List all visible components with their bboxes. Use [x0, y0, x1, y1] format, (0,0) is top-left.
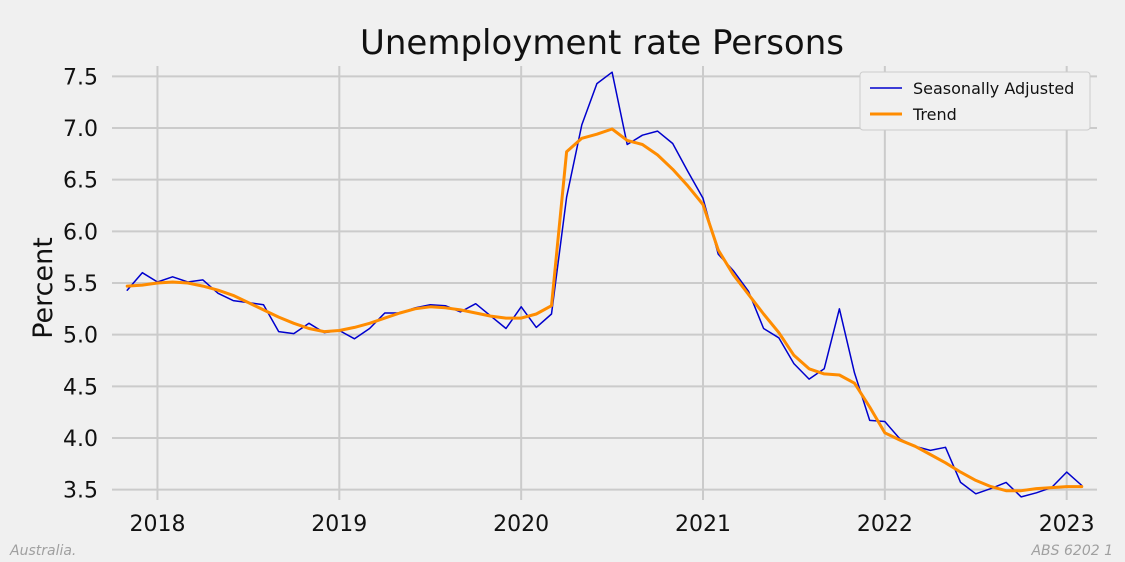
y-tick-label: 6.0 — [63, 220, 98, 245]
legend-box — [859, 71, 1091, 131]
y-tick-label: 5.0 — [63, 324, 98, 349]
y-axis-label: Percent — [28, 237, 59, 339]
y-tick-label: 7.0 — [63, 117, 98, 142]
legend-label-seasonally-adjusted: Seasonally Adjusted — [913, 79, 1074, 98]
x-tick-labels: 2018 2019 2020 2021 2022 2023 — [129, 512, 1094, 537]
legend: Seasonally Adjusted Trend — [859, 71, 1091, 131]
series-layer — [125, 71, 1084, 498]
x-tick-label: 2022 — [857, 512, 913, 537]
y-tick-label: 7.5 — [63, 65, 98, 90]
x-tick-label: 2019 — [311, 512, 367, 537]
y-tick-label: 4.5 — [63, 375, 98, 400]
footnote-source-id: ABS 6202 1 — [1031, 543, 1113, 559]
x-tick-label: 2018 — [129, 512, 185, 537]
y-tick-label: 3.5 — [63, 479, 98, 504]
x-tick-label: 2020 — [493, 512, 549, 537]
y-tick-label: 5.5 — [63, 272, 98, 297]
footnote-source-region: Australia. — [10, 543, 77, 559]
y-tick-label: 4.0 — [63, 427, 98, 452]
grid-lines — [112, 66, 1097, 500]
chart-title: Unemployment rate Persons — [360, 23, 844, 63]
x-tick-label: 2021 — [675, 512, 731, 537]
series-line-seasonally-adjusted — [126, 71, 1083, 498]
y-tick-label: 6.5 — [63, 169, 98, 194]
legend-label-trend: Trend — [912, 105, 957, 124]
y-tick-labels: 3.5 4.0 4.5 5.0 5.5 6.0 6.5 7.0 7.5 — [63, 65, 98, 503]
x-tick-label: 2023 — [1039, 512, 1095, 537]
series-line-trend — [125, 127, 1084, 493]
